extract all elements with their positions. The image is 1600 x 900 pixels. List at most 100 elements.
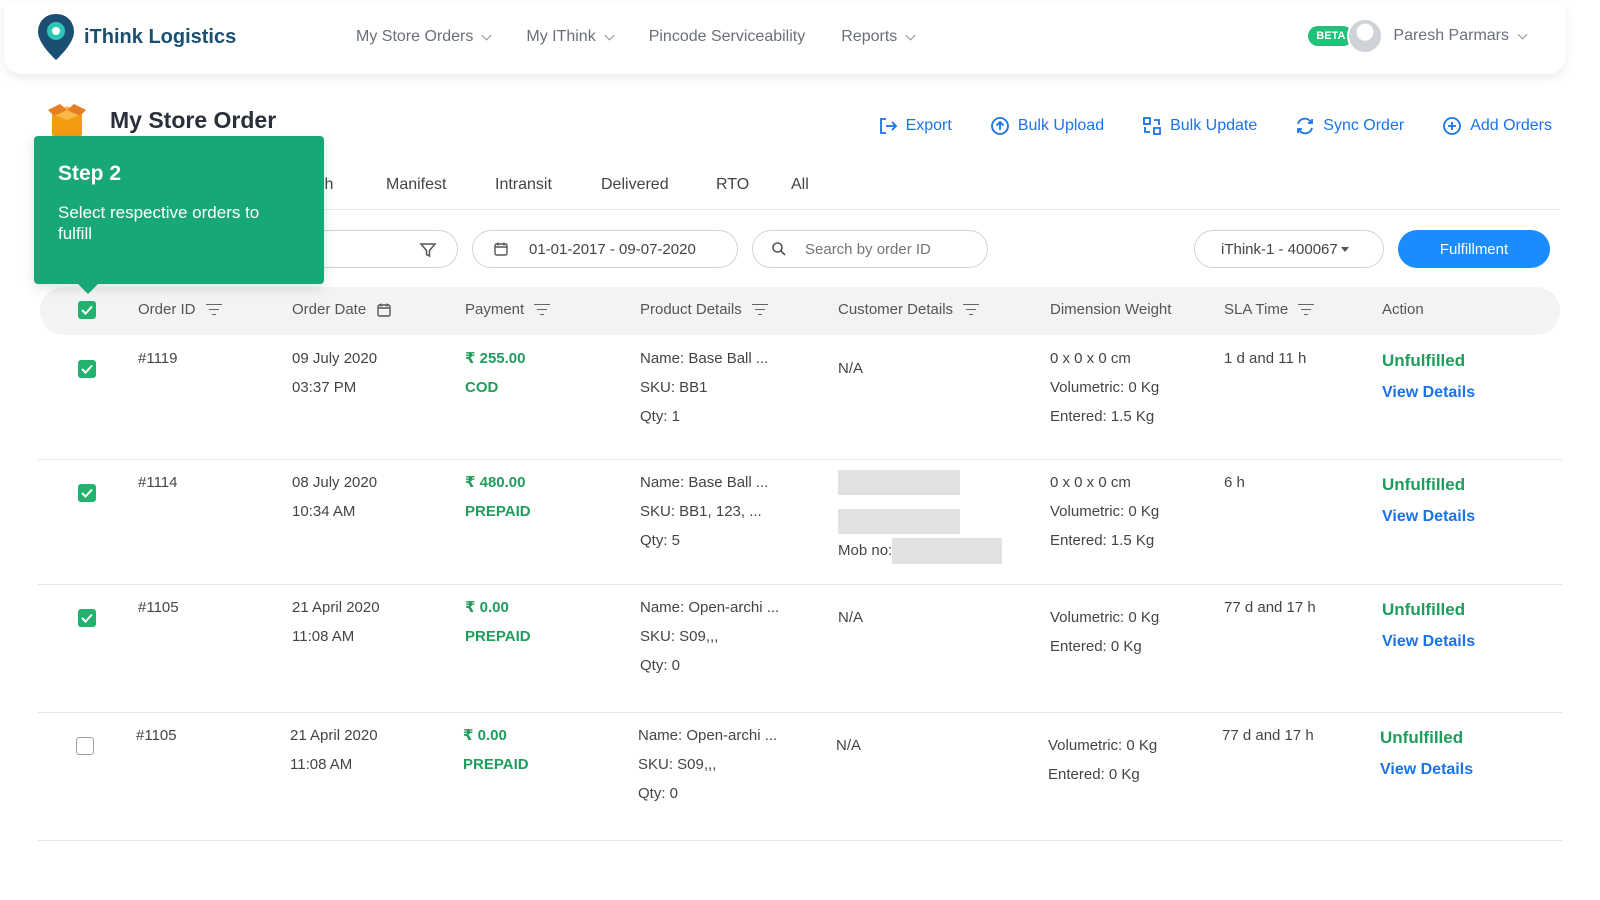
row-checkbox[interactable] xyxy=(76,737,94,755)
page-actions: Export Bulk Upload Bulk Update Sync Orde… xyxy=(878,116,1552,136)
tab-all[interactable]: All xyxy=(791,176,809,193)
entered-weight: Entered: 1.5 Kg xyxy=(1050,408,1155,425)
add-orders-button[interactable]: Add Orders xyxy=(1442,116,1552,136)
bulk-upload-button[interactable]: Bulk Upload xyxy=(990,116,1104,136)
product-name: Name: Base Ball ... xyxy=(640,350,769,367)
nav-my-store-orders[interactable]: My Store Orders xyxy=(356,28,492,46)
sort-filter-icon[interactable] xyxy=(205,303,222,316)
beta-badge[interactable]: BETA xyxy=(1308,26,1354,46)
status-badge: Unfulfilled xyxy=(1382,600,1466,619)
sort-filter-icon[interactable] xyxy=(534,303,551,316)
export-button[interactable]: Export xyxy=(878,116,952,136)
product-sku: SKU: S09,,, xyxy=(638,756,717,773)
product-details: Name: Base Ball ... SKU: BB1, 123, ... Qty… xyxy=(640,468,768,555)
sync-order-label: Sync Order xyxy=(1323,117,1405,134)
product-sku: SKU: BB1, 123, ... xyxy=(640,503,762,520)
row-checkbox[interactable] xyxy=(78,484,96,502)
tab-manifest[interactable]: Manifest xyxy=(386,176,447,193)
header-sla-time[interactable]: SLA Time xyxy=(1224,301,1315,318)
row-checkbox[interactable] xyxy=(78,609,96,627)
nav-pincode-serviceability[interactable]: Pincode Serviceability xyxy=(649,28,806,46)
table-row: #1114 08 July 2020 10:34 AM ₹ 480.00 PREPA… xyxy=(38,460,1562,585)
brand-logo[interactable]: iThink Logistics xyxy=(36,12,236,62)
view-details-link[interactable]: View Details xyxy=(1382,508,1476,525)
order-id[interactable]: #1105 xyxy=(138,599,179,616)
user-menu[interactable]: BETA Paresh Parmars xyxy=(1308,18,1528,54)
sla-time: 6 h xyxy=(1224,474,1245,491)
nav-reports[interactable]: Reports xyxy=(841,28,916,46)
entered-weight: Entered: 0 Kg xyxy=(1050,638,1142,655)
calendar-icon[interactable] xyxy=(376,302,392,318)
nav-label: Reports xyxy=(841,28,898,45)
product-details: Name: Open-archi ... SKU: S09,,, Qty: 0 xyxy=(638,721,777,808)
order-id[interactable]: #1119 xyxy=(138,350,178,367)
customer-details: N/A xyxy=(838,609,864,626)
bulk-upload-label: Bulk Upload xyxy=(1017,117,1105,134)
view-details-link[interactable]: View Details xyxy=(1382,633,1476,650)
entered-weight: Entered: 0 Kg xyxy=(1048,766,1140,783)
customer-mobile: Mob no: xyxy=(838,536,1003,565)
bulk-update-button[interactable]: Bulk Update xyxy=(1142,116,1257,136)
header-customer-details[interactable]: Customer Details xyxy=(838,301,980,318)
payment-amount: ₹ 0.00 xyxy=(463,727,507,744)
table-row: #1119 09 July 2020 03:37 PM ₹ 255.00 COD N… xyxy=(38,336,1562,460)
header-order-date[interactable]: Order Date xyxy=(292,301,392,318)
warehouse-select[interactable]: iThink-1 - 400067 xyxy=(1194,230,1384,268)
top-navigation-bar: iThink Logistics My Store Orders My IThi… xyxy=(4,2,1566,74)
order-id[interactable]: #1105 xyxy=(136,727,177,744)
order-date: 21 April 2020 11:08 AM xyxy=(290,721,378,779)
sort-filter-icon[interactable] xyxy=(963,303,980,316)
payment-mode: PREPAID xyxy=(465,503,531,520)
location-pin-logo-icon xyxy=(38,14,74,60)
dimension-weight: 0 x 0 x 0 cm Volumetric: 0 Kg Entered: 1.5… xyxy=(1050,468,1159,555)
warehouse-value: iThink-1 - 400067 xyxy=(1221,240,1338,258)
date-range-picker[interactable]: 01-01-2017 - 09-07-2020 xyxy=(472,230,738,268)
header-order-id[interactable]: Order ID xyxy=(138,301,222,318)
table-row: #1105 21 April 2020 11:08 AM ₹ 0.00 PREPAI… xyxy=(38,713,1562,841)
checkmark-icon xyxy=(81,364,93,374)
header-payment[interactable]: Payment xyxy=(465,301,551,318)
page-title: My Store Order xyxy=(110,106,277,133)
sort-filter-icon[interactable] xyxy=(751,303,768,316)
sync-order-button[interactable]: Sync Order xyxy=(1295,116,1404,136)
order-id[interactable]: #1114 xyxy=(138,474,178,491)
bulk-update-label: Bulk Update xyxy=(1170,117,1258,134)
order-date: 21 April 2020 11:08 AM xyxy=(292,593,380,651)
customer-details: N/A xyxy=(838,360,864,377)
select-all-checkbox[interactable] xyxy=(78,301,96,319)
chevron-down-icon xyxy=(604,30,615,40)
date-value: 21 April 2020 xyxy=(292,599,380,616)
avatar[interactable] xyxy=(1347,18,1384,54)
search-input[interactable] xyxy=(805,240,965,258)
view-details-link[interactable]: View Details xyxy=(1380,761,1474,778)
view-details-link[interactable]: View Details xyxy=(1382,384,1476,401)
main-nav: My Store Orders My IThink Pincode Servic… xyxy=(356,28,916,46)
caret-down-icon xyxy=(1340,247,1349,252)
status-badge: Unfulfilled xyxy=(1380,728,1464,747)
fulfillment-button[interactable]: Fulfillment xyxy=(1398,230,1550,268)
order-search-box[interactable] xyxy=(752,230,988,268)
header-product-details[interactable]: Product Details xyxy=(640,301,768,318)
product-name: Name: Base Ball ... xyxy=(640,474,769,491)
tab-intransit[interactable]: Intransit xyxy=(495,176,552,193)
checkmark-icon xyxy=(81,305,93,315)
sort-filter-icon[interactable] xyxy=(1298,303,1315,316)
row-checkbox[interactable] xyxy=(78,360,96,378)
payment-amount: ₹ 255.00 xyxy=(465,350,526,367)
search-icon xyxy=(772,242,786,256)
product-details: Name: Open-archi ... SKU: S09,,, Qty: 0 xyxy=(640,593,779,680)
chevron-down-icon xyxy=(905,30,916,40)
time-value: 11:08 AM xyxy=(290,756,353,773)
nav-my-ithink[interactable]: My IThink xyxy=(526,28,615,46)
payment: ₹ 255.00 COD xyxy=(465,344,525,402)
product-qty: Qty: 5 xyxy=(640,532,681,549)
tab-delivered[interactable]: Delivered xyxy=(601,176,669,193)
date-value: 21 April 2020 xyxy=(290,727,378,744)
header-label: Order Date xyxy=(292,301,367,318)
nav-label: My IThink xyxy=(526,28,596,45)
payment-mode: PREPAID xyxy=(465,628,531,645)
tab-rto[interactable]: RTO xyxy=(716,176,750,193)
time-value: 03:37 PM xyxy=(292,379,357,396)
header-label: Payment xyxy=(465,301,525,318)
checkmark-icon xyxy=(81,488,93,498)
